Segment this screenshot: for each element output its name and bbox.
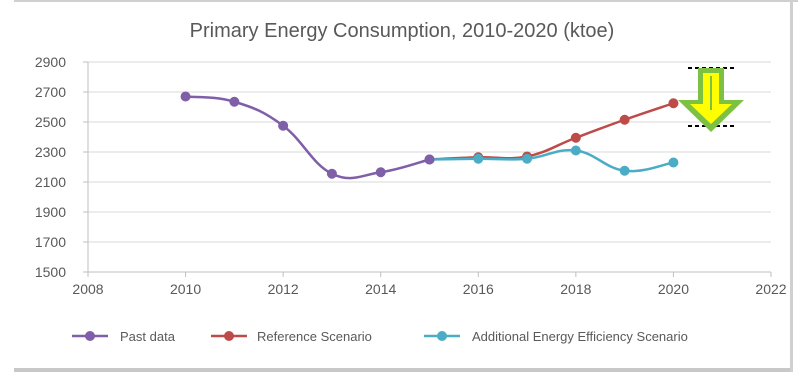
frame-border-bottom <box>14 368 790 372</box>
series-layer <box>180 91 679 180</box>
data-point-past-data-2012 <box>278 120 289 131</box>
x-tick-label-2008: 2008 <box>72 281 103 297</box>
legend-item-reference-scenario: Reference Scenario <box>211 329 372 344</box>
legend-label-additional-energy-efficiency-scenario: Additional Energy Efficiency Scenario <box>472 329 688 344</box>
x-tick-label-2016: 2016 <box>463 281 494 297</box>
x-tick-label-2020: 2020 <box>658 281 689 297</box>
data-point-past-data-2010 <box>180 91 191 102</box>
x-tick-label-2010: 2010 <box>170 281 201 297</box>
legend: Past data Reference Scenario Additional En… <box>72 329 688 344</box>
data-point-additional-energy-efficiency-scenario-2018 <box>570 145 581 156</box>
y-tick-label-1700: 1700 <box>35 234 66 250</box>
series-past-data <box>180 91 435 180</box>
data-point-reference-scenario-2019 <box>619 114 630 125</box>
data-point-past-data-2015 <box>424 154 435 165</box>
legend-marker-additional-energy-efficiency-scenario <box>437 331 447 341</box>
legend-label-reference-scenario: Reference Scenario <box>257 329 372 344</box>
data-point-past-data-2014 <box>375 167 386 178</box>
x-tick-label-2022: 2022 <box>755 281 786 297</box>
y-tick-label-2500: 2500 <box>35 114 66 130</box>
series-line-additional-energy-efficiency-scenario <box>429 148 674 173</box>
x-tick-label-2014: 2014 <box>365 281 396 297</box>
y-tick-label-1900: 1900 <box>35 204 66 220</box>
data-point-additional-energy-efficiency-scenario-2017 <box>522 153 533 164</box>
y-tick-label-2700: 2700 <box>35 84 66 100</box>
down-arrow-annotation <box>678 67 744 132</box>
y-tick-label-2300: 2300 <box>35 144 66 160</box>
series-line-reference-scenario <box>429 102 674 161</box>
axes: 1500 1700 1900 2100 2300 2500 2700 2900 2008 2010… <box>35 54 787 297</box>
chart-title: Primary Energy Consumption, 2010-2020 (k… <box>190 20 615 42</box>
data-point-past-data-2011 <box>229 96 240 107</box>
legend-marker-past-data <box>85 331 95 341</box>
legend-item-additional-energy-efficiency-scenario: Additional Energy Efficiency Scenario <box>424 329 688 344</box>
data-point-additional-energy-efficiency-scenario-2020 <box>668 157 679 168</box>
x-tick-label-2018: 2018 <box>560 281 591 297</box>
legend-marker-reference-scenario <box>224 331 234 341</box>
y-tick-label-2900: 2900 <box>35 54 66 70</box>
grid-lines <box>88 61 771 273</box>
series-additional-energy-efficiency-scenario <box>424 145 679 176</box>
y-tick-label-2100: 2100 <box>35 174 66 190</box>
frame-border-top <box>14 0 798 2</box>
y-tick-label-1500: 1500 <box>35 264 66 280</box>
series-line-past-data <box>185 95 430 180</box>
data-point-past-data-2013 <box>326 168 337 179</box>
frame-border-right <box>790 0 793 372</box>
x-tick-label-2012: 2012 <box>268 281 299 297</box>
legend-label-past-data: Past data <box>120 329 176 344</box>
data-point-reference-scenario-2020 <box>668 98 679 109</box>
data-point-additional-energy-efficiency-scenario-2019 <box>619 165 630 176</box>
data-point-additional-energy-efficiency-scenario-2016 <box>473 153 484 164</box>
data-point-reference-scenario-2018 <box>570 132 581 143</box>
legend-item-past-data: Past data <box>72 329 176 344</box>
series-reference-scenario <box>424 98 679 165</box>
